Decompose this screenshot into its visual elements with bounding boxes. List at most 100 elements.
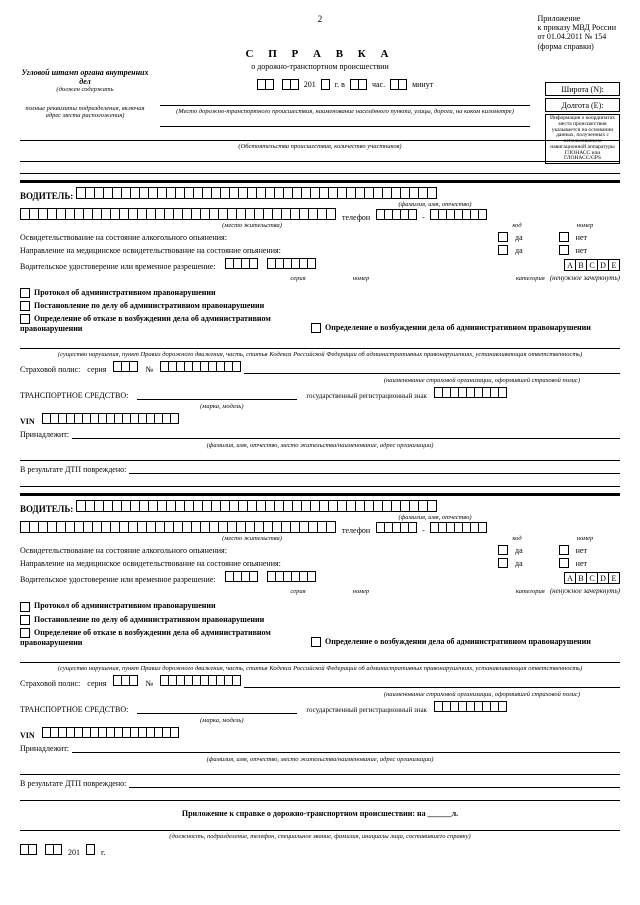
chk-protocol[interactable] — [20, 602, 30, 612]
chk3-label: Определение об отказе в возбуждении дела… — [20, 628, 271, 647]
vin-cells[interactable] — [42, 727, 179, 740]
alco-no-chk[interactable] — [559, 232, 569, 242]
owns-label: Принадлежит: — [20, 744, 69, 753]
fio-cells[interactable] — [76, 500, 437, 514]
violation-hint: (существо нарушения, пункт Правил дорожн… — [20, 351, 620, 358]
series-hint: серия — [273, 275, 323, 282]
longitude-label: Долгота (E): — [545, 98, 620, 112]
chk-resolution[interactable] — [20, 301, 30, 311]
violation-hint: (существо нарушения, пункт Правил дорожн… — [20, 665, 620, 672]
med-label: Направление на медицинское освидетельств… — [20, 559, 281, 568]
category-boxes[interactable]: ABCDE — [564, 572, 620, 584]
chk2-label: Постановление по делу об административно… — [34, 615, 264, 624]
driver-label: ВОДИТЕЛЬ: — [20, 191, 73, 201]
phone-num-cells[interactable] — [430, 209, 487, 222]
alco-yes-chk[interactable] — [498, 545, 508, 555]
license-label: Водительское удостоверение или временное… — [20, 575, 216, 584]
no-label: нет — [576, 233, 587, 242]
policy-no-label: № — [145, 679, 153, 688]
yes-label2: да — [515, 246, 523, 255]
attachment-l3: от 01.04.2011 № 154 — [538, 32, 616, 41]
year-suffix: г. в — [335, 80, 345, 89]
insurer-line[interactable] — [244, 364, 620, 374]
damage-line[interactable] — [129, 778, 620, 788]
owner-line[interactable] — [72, 429, 620, 439]
policy-no-cells[interactable] — [160, 675, 241, 688]
hour-label: час. — [372, 80, 385, 89]
hour-cells[interactable] — [350, 79, 367, 92]
regplate-cells[interactable] — [434, 387, 507, 400]
chk-refusal[interactable] — [20, 628, 30, 638]
phone-code-cells[interactable] — [376, 209, 417, 222]
phone-num-cells[interactable] — [430, 522, 487, 535]
owner-line[interactable] — [72, 743, 620, 753]
policy-series-label: серия — [87, 365, 106, 374]
med-yes-chk[interactable] — [498, 245, 508, 255]
addr-cells[interactable] — [20, 208, 336, 222]
policy-no-cells[interactable] — [160, 361, 241, 374]
appendix-label: Приложение к справке о дорожно-транспорт… — [182, 809, 458, 818]
min-cells[interactable] — [390, 79, 407, 92]
stamp-header: Угловой штамп органа внутренних дел — [20, 68, 150, 86]
category-boxes[interactable]: ABCDE — [564, 259, 620, 271]
category-label: категория — [516, 588, 545, 595]
latitude-label: Широта (N): — [545, 82, 620, 96]
regplate-cells[interactable] — [434, 701, 507, 714]
vin-label: VIN — [20, 417, 35, 426]
no-label: нет — [576, 546, 587, 555]
model-line[interactable] — [137, 390, 297, 400]
cat-hint: (ненужное зачеркнуть) — [550, 274, 620, 282]
insurer-line[interactable] — [244, 678, 620, 688]
code-hint: код — [487, 535, 547, 542]
chk-initiation[interactable] — [311, 637, 321, 647]
owner-hint: (фамилия, имя, отчество, место жительств… — [20, 756, 620, 763]
fio-hint: (фамилия, имя, отчество) — [250, 514, 620, 521]
phone-code-cells[interactable] — [376, 522, 417, 535]
day-cells[interactable] — [257, 79, 274, 92]
alco-yes-chk[interactable] — [498, 232, 508, 242]
chk-initiation[interactable] — [311, 323, 321, 333]
page-number: 2 — [20, 14, 620, 24]
fio-hint: (фамилия, имя, отчество) — [250, 201, 620, 208]
month-cells[interactable] — [282, 79, 299, 92]
chk-protocol[interactable] — [20, 288, 30, 298]
year-cell[interactable] — [321, 79, 330, 92]
circumstances-hint: (Обстоятельства происшествия, количество… — [20, 143, 620, 150]
chk1-label: Протокол об административном правонаруше… — [34, 288, 216, 297]
f-year-prefix: 201 — [68, 848, 80, 857]
policy-no-label: № — [145, 365, 153, 374]
cat-hint: (ненужное зачеркнуть) — [550, 587, 620, 595]
med-no-chk[interactable] — [559, 558, 569, 568]
place-hint: (Место дорожно-транспортного происшестви… — [160, 108, 530, 115]
policy-series-cells[interactable] — [113, 675, 138, 688]
regplate-label: государственный регистрационный знак — [306, 392, 427, 400]
number-hint: номер — [326, 275, 396, 282]
num-hint: номер — [550, 222, 620, 229]
f-day[interactable] — [20, 844, 37, 857]
insurer-hint: (наименование страховой организации, офо… — [20, 377, 580, 384]
yes-label: да — [515, 233, 523, 242]
policy-series-cells[interactable] — [113, 361, 138, 374]
lic-series-cells[interactable] — [225, 571, 258, 584]
fio-cells[interactable] — [76, 187, 437, 201]
f-year[interactable] — [86, 844, 95, 857]
med-no-chk[interactable] — [559, 245, 569, 255]
alco-no-chk[interactable] — [559, 545, 569, 555]
policy-label: Страховой полис: — [20, 679, 80, 688]
no-label2: нет — [576, 559, 587, 568]
chk-refusal[interactable] — [20, 314, 30, 324]
lic-num-cells[interactable] — [267, 258, 316, 271]
vin-cells[interactable] — [42, 413, 179, 426]
model-line[interactable] — [137, 704, 297, 714]
lic-num-cells[interactable] — [267, 571, 316, 584]
med-yes-chk[interactable] — [498, 558, 508, 568]
damage-line[interactable] — [129, 464, 620, 474]
lic-series-cells[interactable] — [225, 258, 258, 271]
no-label2: нет — [576, 246, 587, 255]
damage-label: В результате ДТП повреждено: — [20, 465, 126, 474]
addr-cells[interactable] — [20, 521, 336, 535]
title-main: С П Р А В К А — [20, 48, 620, 60]
f-month[interactable] — [45, 844, 62, 857]
chk-resolution[interactable] — [20, 615, 30, 625]
driver-label: ВОДИТЕЛЬ: — [20, 504, 73, 514]
